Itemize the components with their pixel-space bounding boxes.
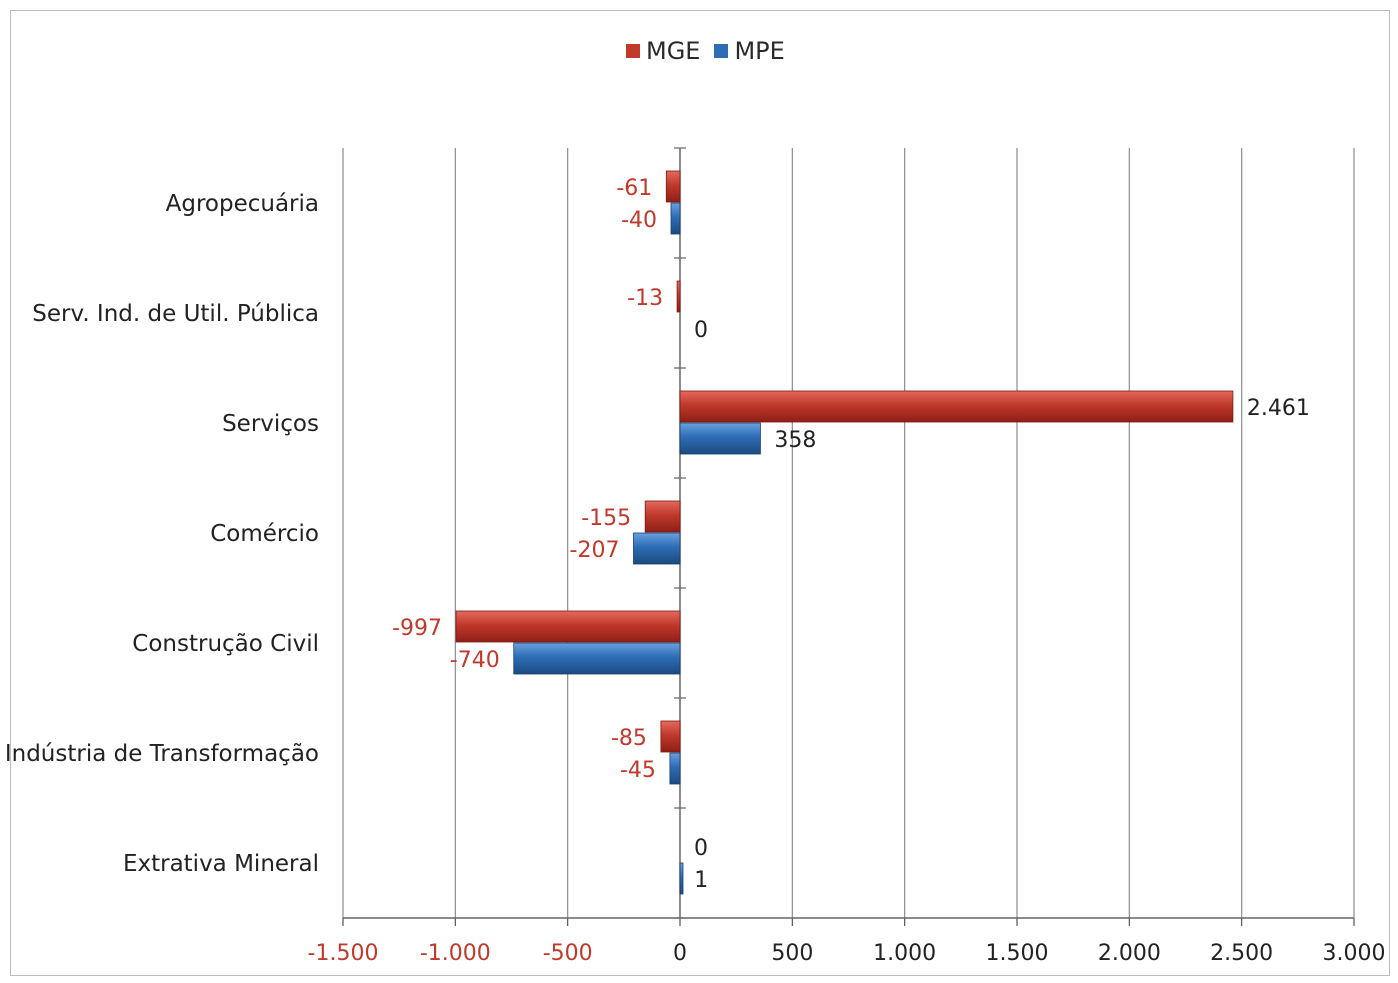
- category-label: Agropecuária: [166, 191, 319, 217]
- x-tick-label: -500: [543, 941, 593, 966]
- bar-mpe: [670, 202, 681, 235]
- legend: MGE MPE: [626, 36, 785, 66]
- data-label-mpe: -45: [620, 758, 656, 783]
- legend-swatch-mpe: [714, 44, 729, 58]
- bar-mpe: [679, 862, 684, 895]
- x-tick-label: 3.000: [1323, 941, 1386, 966]
- data-label-mge: -85: [611, 726, 647, 751]
- x-tick-label: -1.000: [420, 941, 491, 966]
- data-label-mge: -61: [616, 176, 652, 201]
- category-label: Serviços: [222, 411, 319, 437]
- chart-frame: [10, 10, 1390, 976]
- x-tick-label: 2.500: [1210, 941, 1273, 966]
- bar-mpe: [633, 532, 681, 565]
- data-label-mge: -155: [581, 506, 631, 531]
- data-label-mpe: -207: [570, 538, 620, 563]
- bars: [455, 170, 1234, 895]
- category-label: Indústria de Transformação: [5, 741, 319, 767]
- bar-mge: [676, 280, 681, 313]
- legend-item-mpe: MPE: [714, 37, 785, 65]
- x-tick-label: 1.500: [986, 941, 1049, 966]
- x-tick-label: 2.000: [1098, 941, 1161, 966]
- data-label-mpe: -40: [621, 208, 657, 233]
- bar-mpe: [669, 752, 681, 785]
- data-label-mpe: 1: [694, 868, 708, 893]
- category-label: Extrativa Mineral: [123, 851, 319, 877]
- bar-mge: [665, 170, 681, 203]
- bar-mge: [679, 390, 1234, 423]
- labels: -1.500 -1.000 -500 0 500 1.000 1.500 2.000 2.500…: [5, 176, 1386, 966]
- legend-label-mge: MGE: [646, 37, 701, 65]
- data-label-mge: -13: [627, 286, 663, 311]
- bar-mge: [455, 610, 681, 643]
- data-label-mge: -997: [392, 616, 442, 641]
- x-tick-label: 500: [771, 941, 813, 966]
- legend-item-mge: MGE: [626, 37, 700, 65]
- data-label-mpe: -740: [450, 648, 500, 673]
- data-label-mge: 2.461: [1247, 396, 1310, 421]
- data-label-mpe: 358: [774, 428, 816, 453]
- bar-mge: [644, 500, 681, 533]
- category-label: Construção Civil: [132, 631, 319, 657]
- legend-swatch-mge: [626, 44, 640, 58]
- category-label: Comércio: [210, 521, 319, 547]
- x-tick-label: -1.500: [308, 941, 379, 966]
- x-tick-label: 1.000: [873, 941, 936, 966]
- legend-label-mpe: MPE: [734, 37, 785, 65]
- data-label-mpe: 0: [694, 318, 708, 343]
- data-label-mge: 0: [694, 836, 708, 861]
- bar-mpe: [513, 642, 681, 675]
- bar-mpe: [679, 422, 761, 455]
- category-label: Serv. Ind. de Util. Pública: [32, 301, 319, 327]
- bar-mge: [660, 720, 681, 753]
- x-tick-label: 0: [673, 941, 687, 966]
- grid: [342, 147, 1355, 926]
